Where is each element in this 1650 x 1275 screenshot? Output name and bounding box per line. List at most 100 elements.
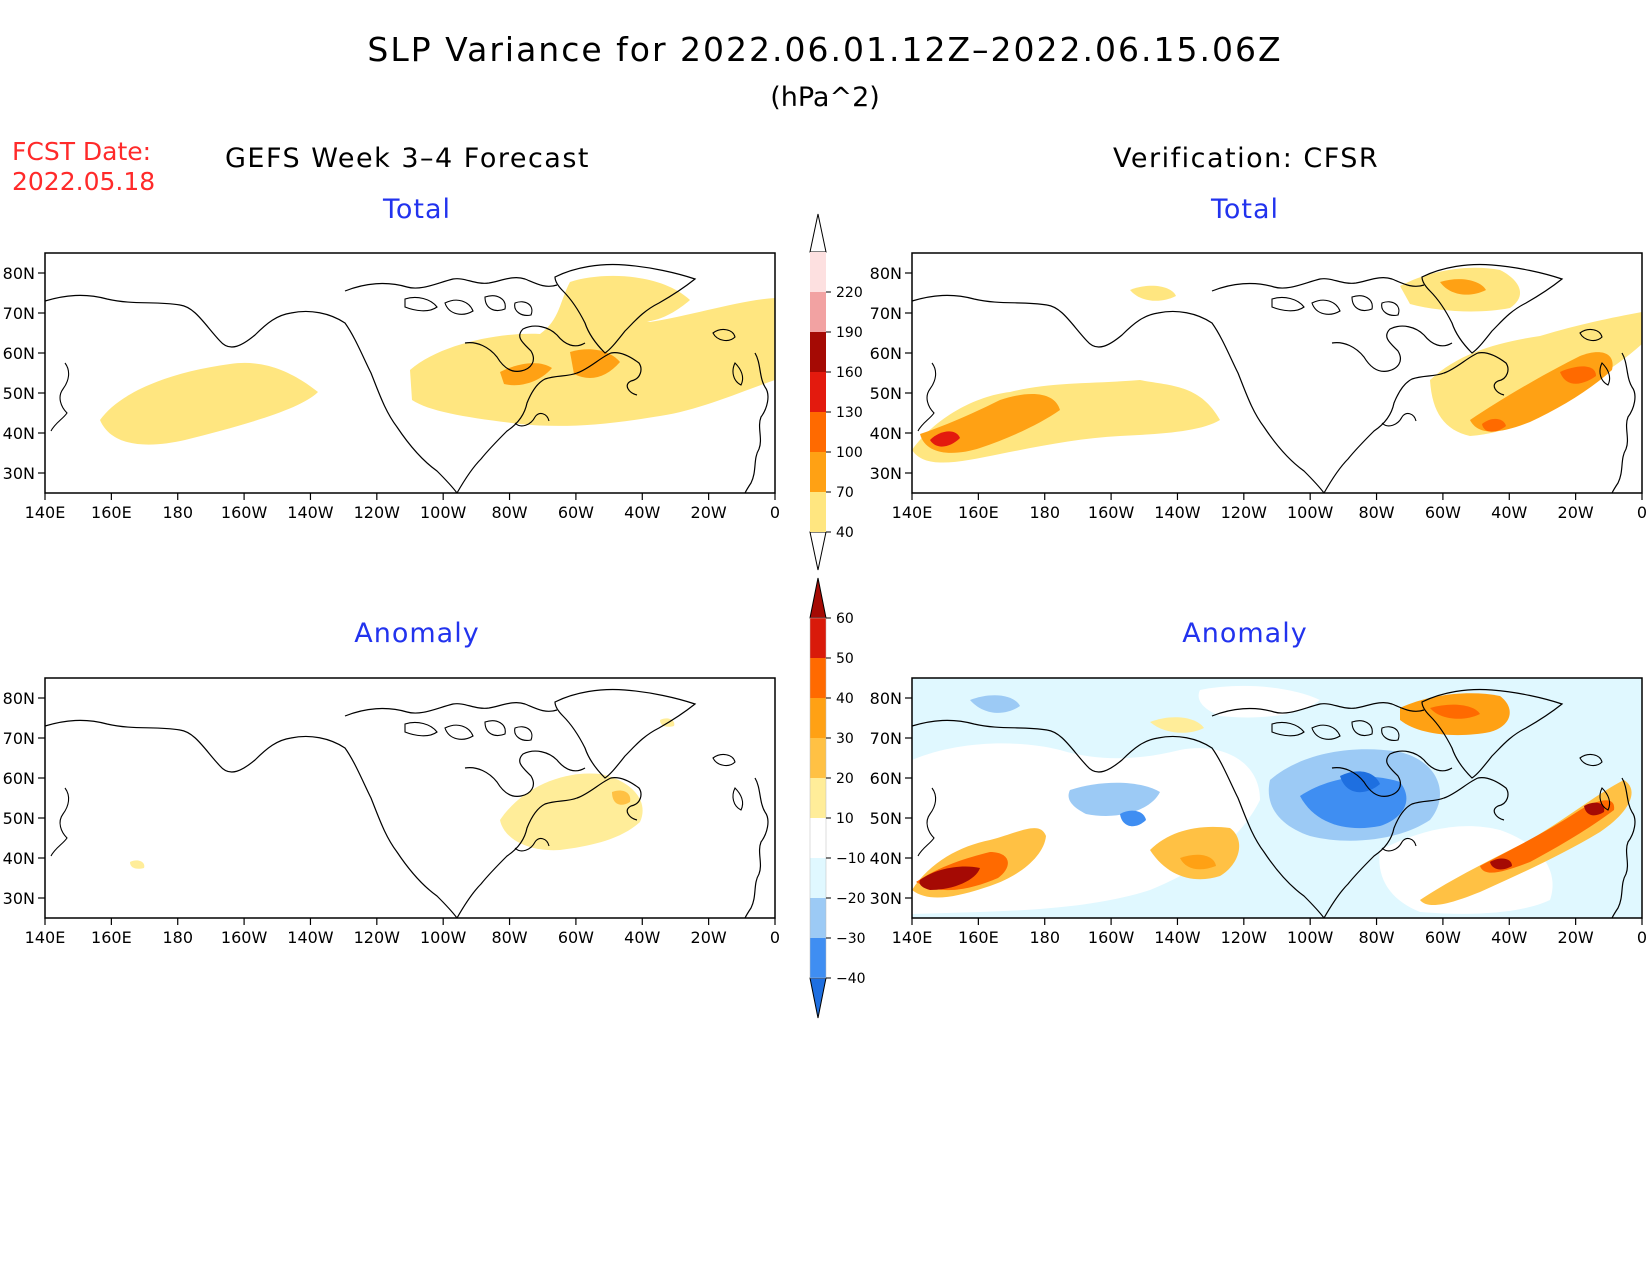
shade-cfsr-anom-blue-hudson-mid [1300, 776, 1407, 829]
right-column-header: Verification: CFSR [1113, 143, 1380, 174]
shade-cfsr-anom-orange-npac [1150, 826, 1240, 880]
lon-tick-label: 180 [1029, 928, 1060, 947]
shade-cfsr-anom-red-pac-core [919, 866, 980, 890]
lon-tick-label: 180 [162, 503, 193, 522]
lat-tick-label: 50N [870, 384, 902, 403]
lon-tick-label: 140E [25, 503, 66, 522]
lat-tick-label: 60N [3, 769, 35, 788]
lon-tick-label: 180 [162, 928, 193, 947]
lat-tick-label: 80N [3, 689, 35, 708]
shade-cfsr-anom-white3 [1198, 685, 1320, 718]
panel-title-gefs-anomaly: Anomaly [354, 618, 480, 649]
lat-tick-label: 40N [3, 849, 35, 868]
lon-tick-label: 60W [1425, 503, 1461, 522]
coastline-gefs-anomaly [44, 688, 769, 919]
shade-cfsr-total-atlantic-core1 [1560, 366, 1596, 384]
colorbar-total-label: 190 [836, 325, 863, 341]
colorbar-anomaly-label: −10 [836, 851, 866, 867]
colorbar-anomaly-label: −30 [836, 931, 866, 947]
map-frame-cfsr-anomaly [911, 677, 1643, 919]
lon-tick-label: 60W [558, 503, 594, 522]
colorbar-anomaly-label: −40 [836, 971, 866, 987]
shade-cfsr-anom-blue-hudson-core [1340, 771, 1380, 793]
lon-tick-label: 120W [354, 928, 401, 947]
colorbar-anomaly-swatch [810, 818, 826, 858]
lon-tick-label: 120W [1221, 928, 1268, 947]
shade-cfsr-anom-blue-north [970, 695, 1020, 713]
colorbar-total-label: 40 [836, 525, 854, 541]
colorbar-total-label: 130 [836, 405, 863, 421]
shade-cfsr-total-pacific-core [930, 431, 960, 447]
lat-tick-label: 80N [3, 264, 35, 283]
lon-tick-label: 160E [91, 928, 132, 947]
axis-ticks-layer: 140E 160E 180 160W 140W 120W 100W 80W 60W 40W 20W 0… [3, 264, 1647, 947]
colorbar-total-swatch [810, 412, 826, 452]
colorbar-total-swatch [810, 452, 826, 492]
shade-gefs-anom-small [130, 860, 145, 869]
lon-tick-label: 80W [1358, 928, 1394, 947]
lon-tick-label: 100W [420, 928, 467, 947]
shade-cfsr-total-greenland-core [1440, 279, 1486, 295]
lat-tick-label: 50N [3, 809, 35, 828]
left-column-header: GEFS Week 3–4 Forecast [225, 143, 591, 174]
lat-tick-label: 80N [870, 689, 902, 708]
colorbar-total-label: 220 [836, 285, 863, 301]
lon-tick-label: 40W [624, 503, 660, 522]
colorbar-total-label: 160 [836, 365, 863, 381]
panel-title-cfsr-anomaly: Anomaly [1182, 618, 1308, 649]
colorbar-anomaly-label: 40 [836, 691, 854, 707]
colorbar-anomaly-swatch [810, 938, 826, 978]
colorbar-total: 40 70 100 130 160 190 220 [809, 213, 863, 571]
lon-tick-label: 140W [287, 503, 334, 522]
lat-tick-label: 70N [3, 304, 35, 323]
panel-title-gefs-total: Total [382, 194, 452, 225]
colorbar-anomaly: −40 −30 −20 −10 10 20 30 40 50 60 [809, 577, 866, 1019]
colorbar-total-swatch [810, 252, 826, 292]
shade-cfsr-anom-red-atl-mid [1480, 800, 1615, 873]
lat-tick-label: 30N [870, 464, 902, 483]
colorbar-total-top-arrow [809, 213, 827, 253]
lat-tick-label: 70N [3, 729, 35, 748]
shade-cfsr-anom-blue-pac-core [1120, 810, 1146, 827]
lat-tick-label: 30N [3, 464, 35, 483]
lon-tick-label: 80W [491, 928, 527, 947]
lon-tick-label: 0 [770, 928, 780, 947]
lon-tick-label: 160W [1088, 503, 1135, 522]
lon-tick-label: 40W [624, 928, 660, 947]
colorbar-total-label: 100 [836, 445, 863, 461]
lon-tick-label: 100W [1287, 503, 1334, 522]
colorbar-anomaly-label: 20 [836, 771, 854, 787]
shade-cfsr-anom-red-atl-core1 [1490, 858, 1512, 870]
colorbar-anomaly-swatch [810, 658, 826, 698]
lat-tick-label: 30N [3, 889, 35, 908]
lon-tick-label: 0 [1637, 928, 1647, 947]
lon-tick-label: 20W [1558, 928, 1594, 947]
lon-tick-label: 80W [491, 503, 527, 522]
colorbar-anomaly-swatch [810, 898, 826, 938]
colorbar-total-bottom-arrow [809, 531, 827, 571]
colorbar-total-swatch [810, 332, 826, 372]
lat-tick-label: 70N [870, 729, 902, 748]
lon-tick-label: 140W [1154, 503, 1201, 522]
shade-cfsr-anom-white2 [1379, 826, 1553, 914]
map-panel-gefs-total [44, 252, 776, 494]
lon-tick-label: 80W [1358, 503, 1394, 522]
colorbar-anomaly-label: 30 [836, 731, 854, 747]
lon-tick-label: 160E [91, 503, 132, 522]
lat-tick-label: 70N [870, 304, 902, 323]
colorbar-anomaly-label: 50 [836, 651, 854, 667]
map-panel-cfsr-total [911, 252, 1643, 494]
shade-cfsr-anom-orange-npac-core [1180, 854, 1216, 870]
lat-tick-label: 60N [870, 769, 902, 788]
lon-tick-label: 140E [25, 928, 66, 947]
shade-gefs-anom-atlantic [500, 773, 643, 851]
lon-tick-label: 160W [221, 928, 268, 947]
lon-tick-label: 140W [1154, 928, 1201, 947]
lon-tick-label: 100W [420, 503, 467, 522]
lon-tick-label: 180 [1029, 503, 1060, 522]
lon-tick-label: 140E [892, 928, 933, 947]
figure-units: (hPa^2) [770, 82, 880, 113]
forecast-date-value: 2022.05.18 [12, 167, 156, 196]
lon-tick-label: 160W [221, 503, 268, 522]
